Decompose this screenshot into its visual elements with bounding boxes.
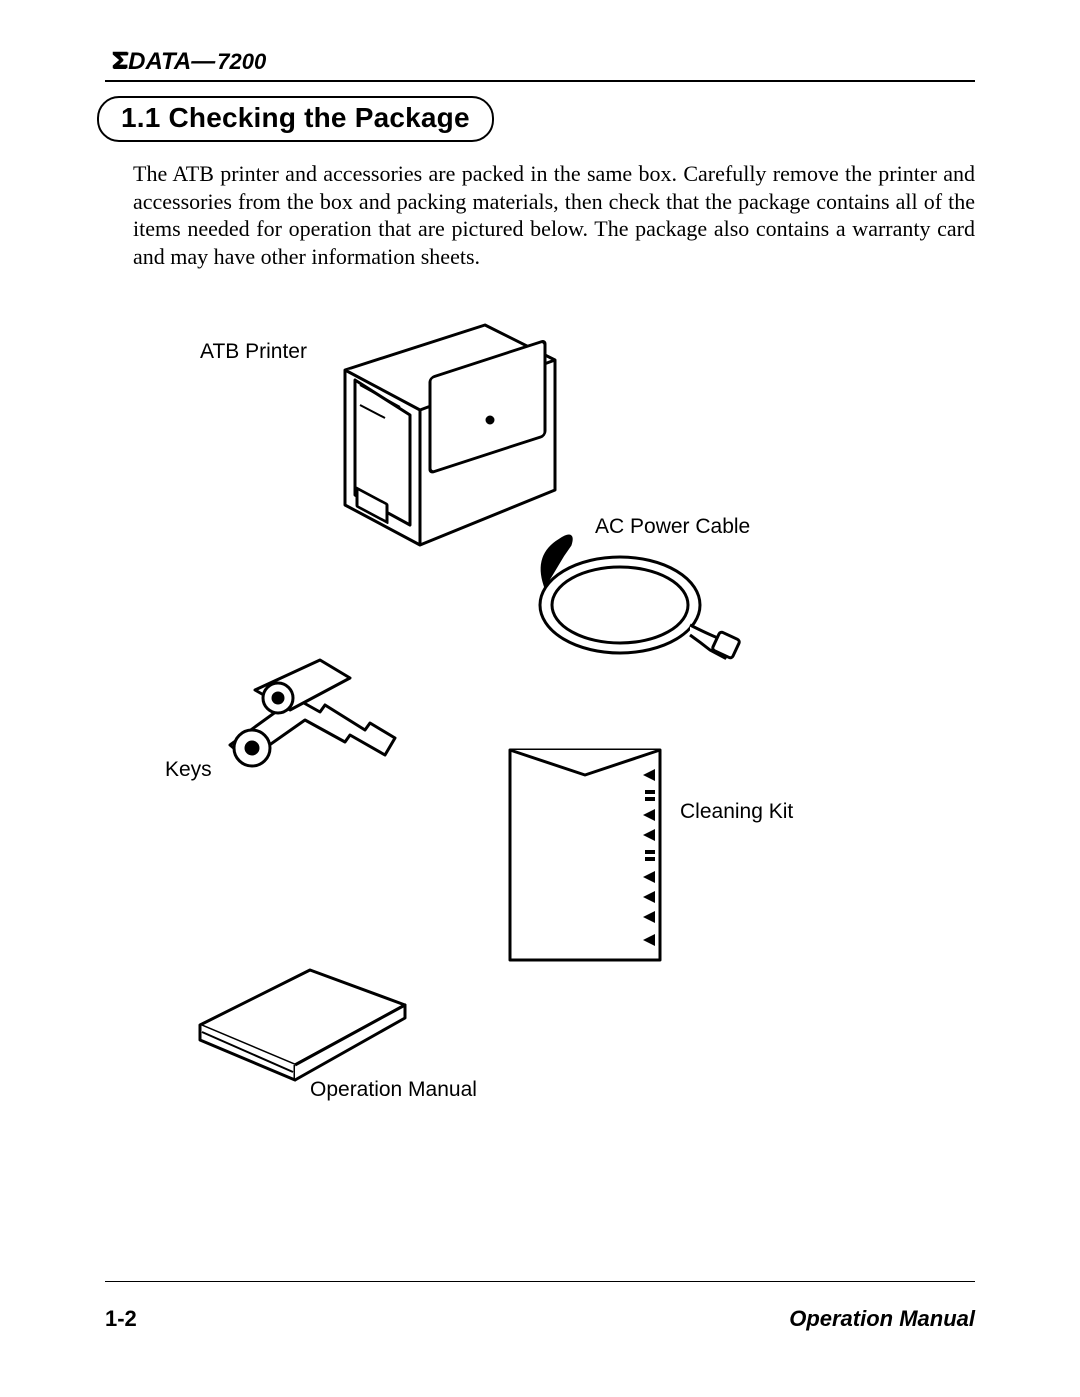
page-footer: 1-2 Operation Manual [105, 1306, 975, 1332]
header-divider [105, 80, 975, 82]
section-title: 1.1 Checking the Package [121, 102, 470, 133]
footer-divider [105, 1281, 975, 1282]
cleaning-kit-icon [505, 745, 670, 970]
keys-icon [200, 650, 420, 800]
footer-doc-title: Operation Manual [789, 1306, 975, 1332]
manual-page: ΣDATA—7200 1.1 Checking the Package The … [0, 0, 1080, 1397]
manual-book-icon [180, 940, 420, 1090]
model-number: 7200 [217, 49, 266, 74]
body-paragraph: The ATB printer and accessories are pack… [133, 160, 975, 270]
keys-label: Keys [165, 758, 212, 782]
page-header: ΣDATA—7200 [105, 48, 975, 76]
manual-label: Operation Manual [310, 1078, 477, 1102]
brand-logo-text: ΣDATA—7200 [110, 48, 266, 76]
package-contents-figure: ATB Printer AC Power Cable Keys [105, 300, 975, 1170]
brand-dash: — [191, 48, 215, 75]
cleaning-kit-label: Cleaning Kit [680, 800, 793, 824]
power-cable-label: AC Power Cable [595, 515, 750, 539]
page-number: 1-2 [105, 1306, 137, 1332]
printer-label: ATB Printer [200, 340, 307, 364]
brand-name: ΣDATA [114, 48, 191, 75]
section-title-pill: 1.1 Checking the Package [97, 96, 494, 142]
